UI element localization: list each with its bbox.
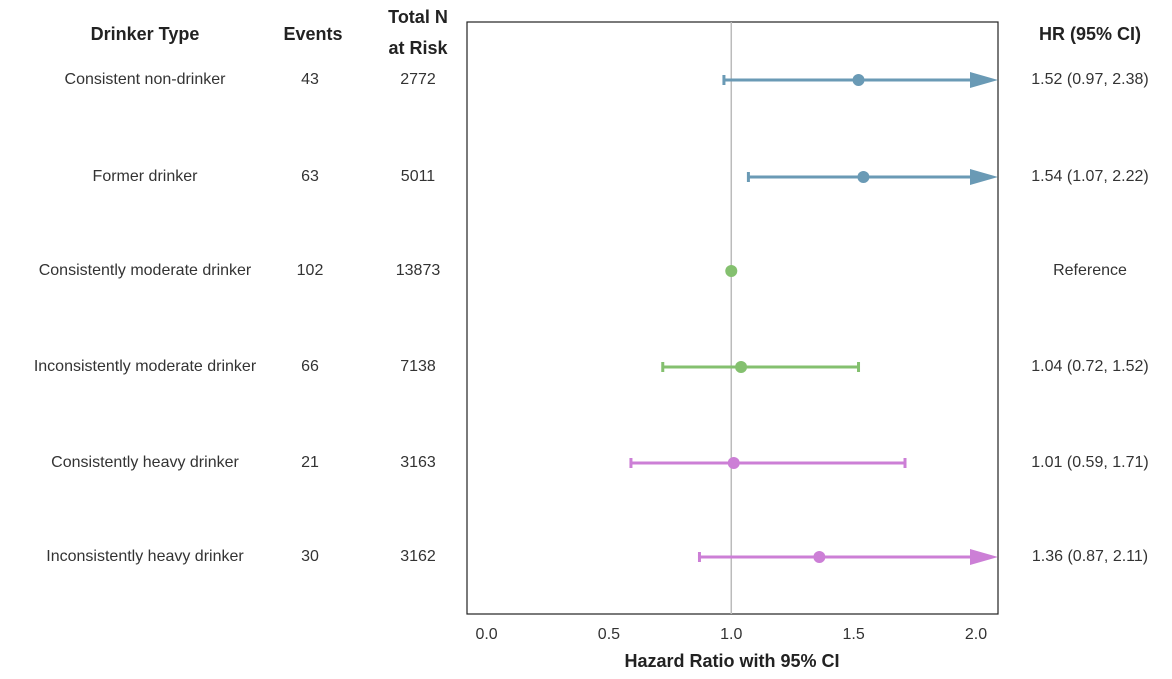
x-tick-label: 1.0 xyxy=(720,626,742,643)
ci-arrow xyxy=(970,72,998,88)
row-label: Former drinker xyxy=(93,168,199,185)
hr-label: Reference xyxy=(1053,262,1127,279)
hr-label: 1.54 (1.07, 2.22) xyxy=(1031,168,1148,185)
hr-point xyxy=(725,265,738,277)
events: 21 xyxy=(301,454,319,471)
x-tick-label: 1.5 xyxy=(843,626,865,643)
ci-arrow xyxy=(970,169,998,185)
hr-label: 1.04 (0.72, 1.52) xyxy=(1031,358,1148,375)
events: 43 xyxy=(301,71,319,88)
events: 63 xyxy=(301,168,319,185)
row-label: Consistent non-drinker xyxy=(65,71,227,88)
x-tick-label: 0.0 xyxy=(475,626,497,643)
events: 102 xyxy=(297,262,324,279)
plot-frame xyxy=(466,21,999,615)
row-label: Consistently moderate drinker xyxy=(39,262,252,279)
header: Drinker Type xyxy=(91,24,200,44)
hr-point xyxy=(727,457,740,469)
x-tick-label: 2.0 xyxy=(965,626,987,643)
hr-point xyxy=(857,171,870,183)
hr-label: 1.36 (0.87, 2.11) xyxy=(1032,548,1148,565)
header: at Risk xyxy=(388,38,448,58)
n-at-risk: 7138 xyxy=(400,358,436,375)
header: HR (95% CI) xyxy=(1039,24,1141,44)
row-label: Consistently heavy drinker xyxy=(51,454,239,471)
n-at-risk: 3163 xyxy=(400,454,436,471)
x-tick-label: 0.5 xyxy=(598,626,620,643)
hr-label: 1.52 (0.97, 2.38) xyxy=(1031,71,1148,88)
n-at-risk: 13873 xyxy=(396,262,441,279)
hr-point xyxy=(735,361,748,373)
hr-label: 1.01 (0.59, 1.71) xyxy=(1031,454,1148,471)
header: Events xyxy=(283,24,342,44)
events: 66 xyxy=(301,358,319,375)
hr-point xyxy=(813,551,826,563)
n-at-risk: 3162 xyxy=(400,548,436,565)
row-label: Inconsistently heavy drinker xyxy=(46,548,244,565)
n-at-risk: 5011 xyxy=(401,168,436,185)
ci-arrow xyxy=(970,549,998,565)
events: 30 xyxy=(301,548,319,565)
x-axis-label: Hazard Ratio with 95% CI xyxy=(624,651,839,671)
n-at-risk: 2772 xyxy=(400,71,436,88)
hr-point xyxy=(852,74,865,86)
row-label: Inconsistently moderate drinker xyxy=(34,358,257,375)
header: Total N xyxy=(388,7,448,27)
